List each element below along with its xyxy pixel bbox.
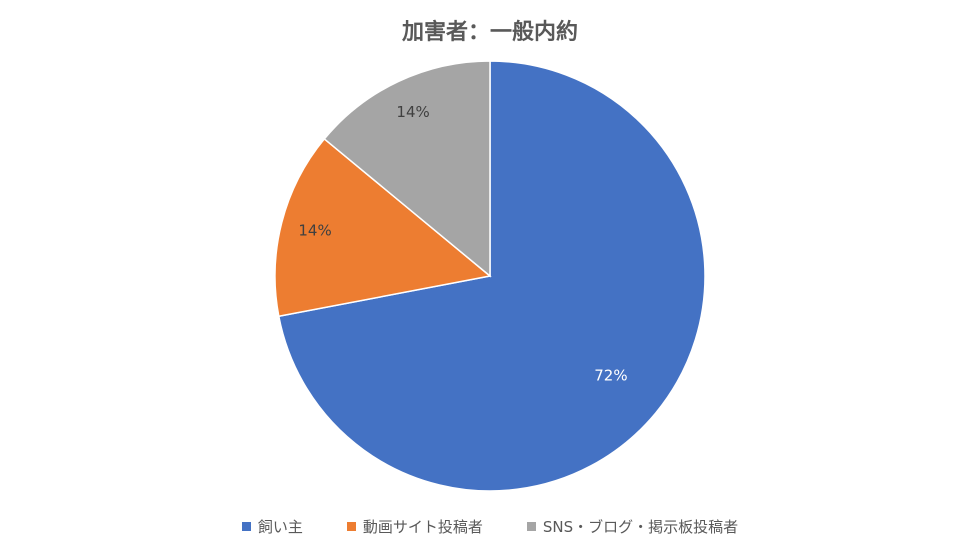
- legend-label-3: SNS・ブログ・掲示板投稿者: [542, 518, 739, 536]
- legend-item-2: 動画サイト投稿者: [346, 516, 483, 537]
- data-label-2: 14%: [298, 222, 331, 240]
- legend-item-1: 飼い主: [241, 516, 303, 537]
- legend-label-2: 動画サイト投稿者: [362, 518, 483, 536]
- legend-swatch-2: [346, 522, 356, 531]
- pie-slice-3: [323, 60, 491, 278]
- legend-label-1: 飼い主: [257, 518, 303, 536]
- legend-swatch-3: [526, 522, 536, 531]
- legend: 飼い主 動画サイト投稿者 SNS・ブログ・掲示板投稿者: [0, 516, 980, 537]
- data-label-1: 72%: [594, 367, 627, 385]
- legend-swatch-1: [241, 522, 251, 531]
- pie-slice-1: [277, 60, 706, 492]
- pie-slice-2: [274, 137, 492, 318]
- data-label-3: 14%: [396, 103, 429, 121]
- legend-item-3: SNS・ブログ・掲示板投稿者: [526, 516, 739, 537]
- chart-title: 加害者：一般内約: [401, 20, 578, 45]
